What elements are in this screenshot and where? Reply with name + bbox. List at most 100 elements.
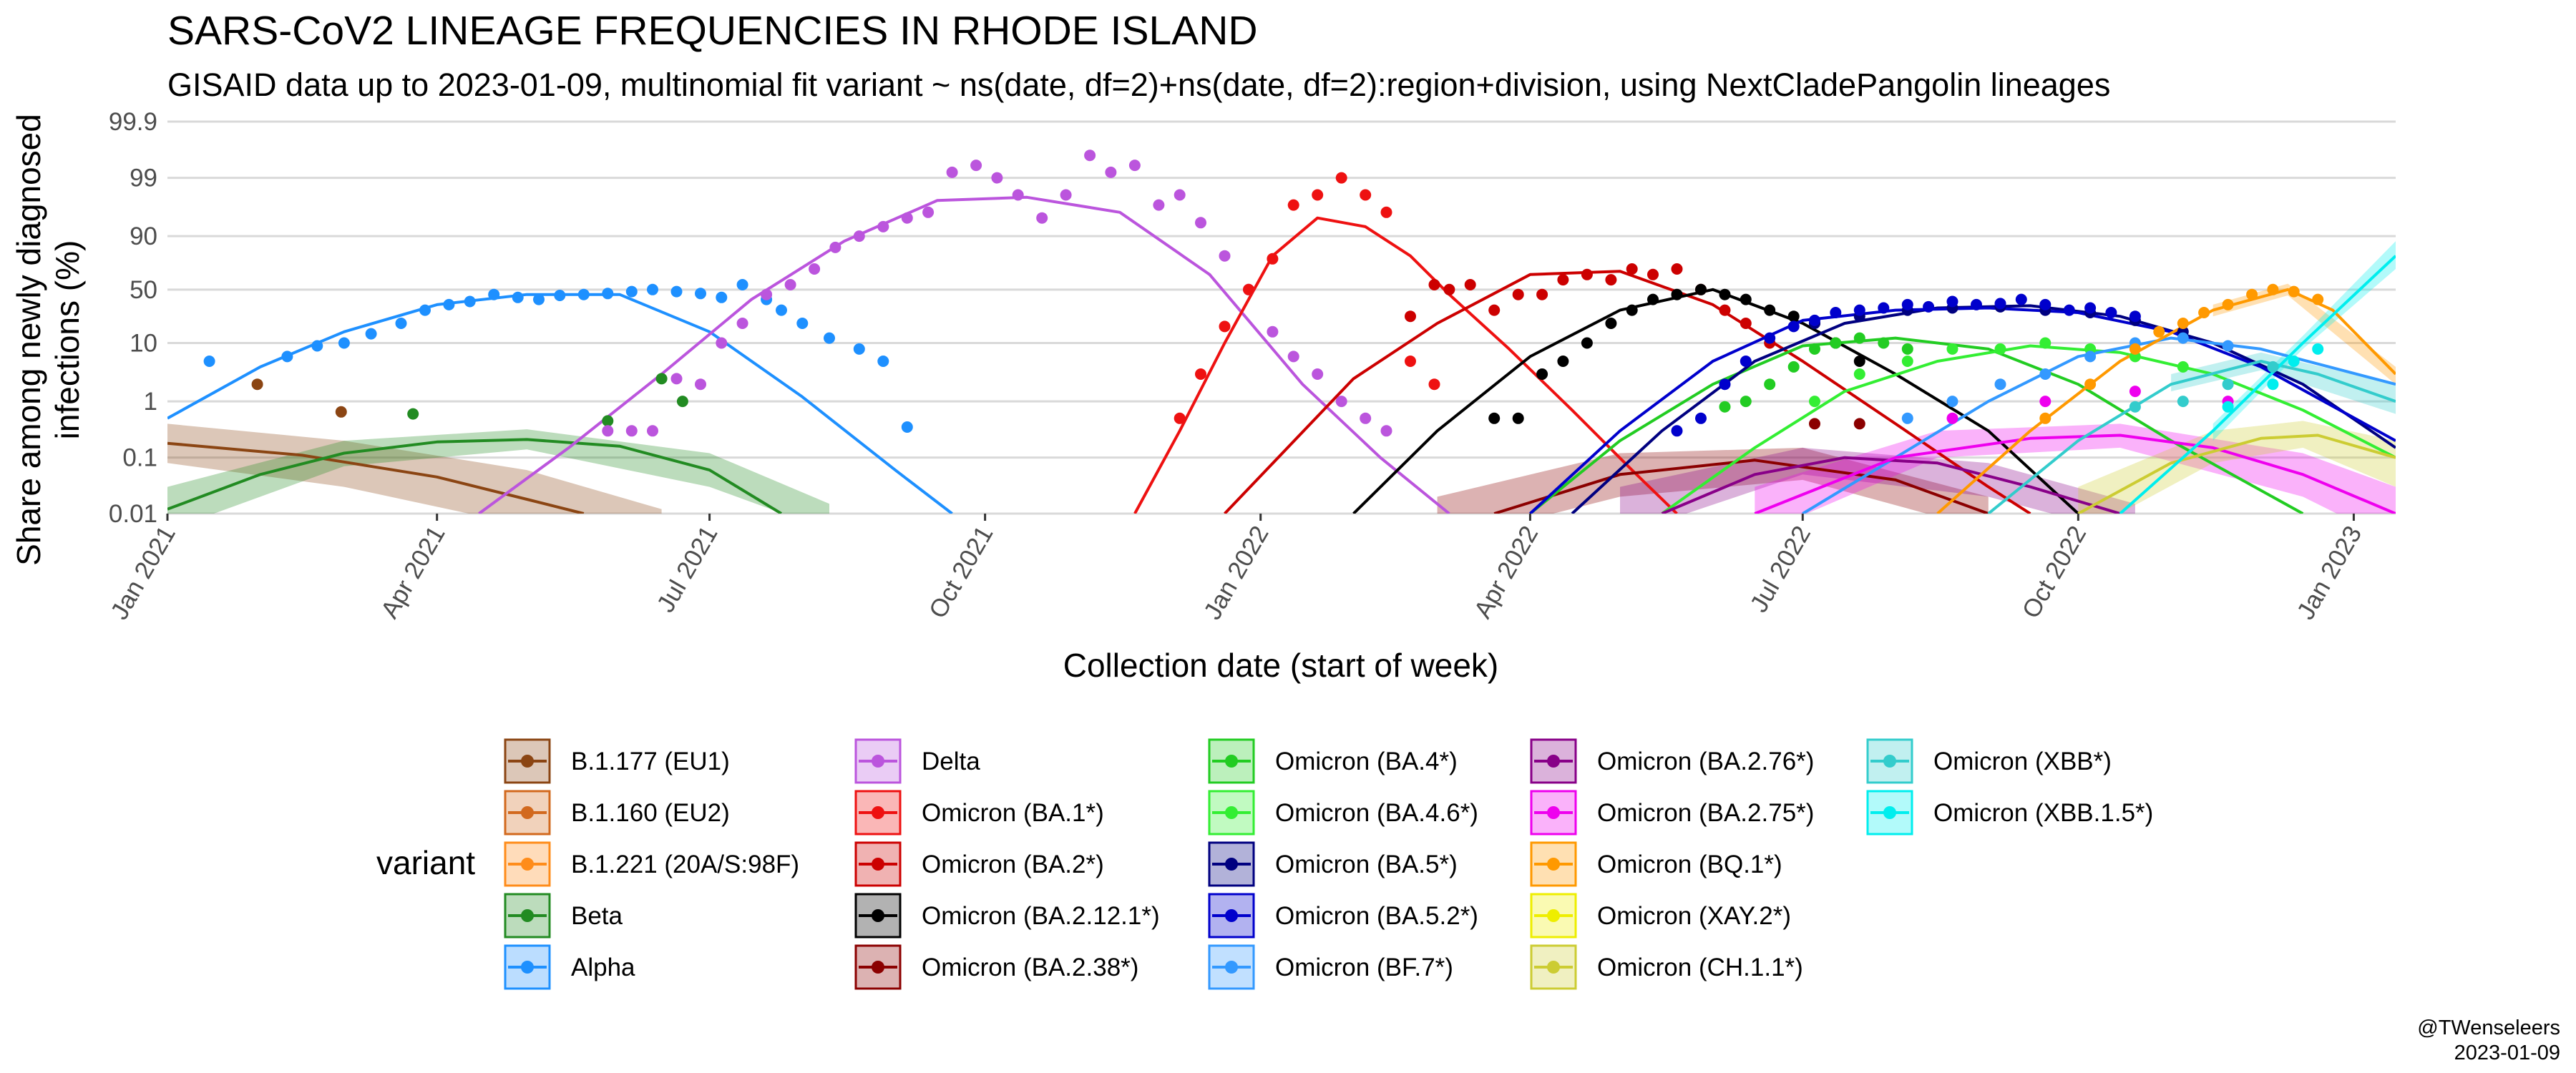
data-point — [1380, 425, 1392, 437]
data-point — [1971, 298, 1982, 310]
data-point — [1878, 337, 1890, 349]
data-point — [1695, 283, 1707, 295]
data-point — [2267, 378, 2279, 391]
legend-item: Beta — [504, 893, 623, 939]
y-axis-title-line2: infections (%) — [49, 240, 86, 440]
fit-line — [1529, 306, 2396, 514]
data-point — [602, 415, 614, 427]
data-point — [1536, 368, 1548, 380]
legend-label: Omicron (BQ.1*) — [1597, 851, 1782, 878]
data-point — [1764, 304, 1776, 316]
data-point — [2039, 396, 2051, 408]
data-point — [1084, 150, 1096, 162]
data-point — [1830, 337, 1842, 349]
y-tick-label: 90 — [130, 222, 157, 250]
legend-dot — [872, 858, 884, 871]
data-point — [1380, 206, 1392, 218]
legend-item: Omicron (BF.7*) — [1208, 944, 1453, 990]
data-point — [1287, 199, 1299, 211]
data-point — [1036, 212, 1048, 224]
legend-title: variant — [376, 844, 475, 881]
data-point — [2267, 361, 2279, 373]
legend-dot — [1225, 806, 1238, 819]
data-point — [2198, 307, 2210, 318]
fit-line — [1133, 216, 1678, 514]
data-point — [1219, 250, 1231, 262]
data-point — [2222, 340, 2234, 352]
data-point — [1719, 288, 1731, 300]
x-tick-label: Jan 2021 — [105, 521, 181, 624]
data-point — [1994, 378, 2006, 391]
legend-item: Omicron (BA.2.12.1*) — [854, 893, 1160, 939]
legend-label: B.1.177 (EU1) — [571, 748, 730, 775]
data-point — [2288, 356, 2300, 367]
legend-label: Omicron (BA.4*) — [1275, 748, 1458, 775]
data-point — [1647, 268, 1659, 280]
legend-label: Omicron (BA.5*) — [1275, 851, 1458, 878]
data-point — [1647, 293, 1659, 305]
chart-subtitle: GISAID data up to 2023-01-09, multinomia… — [167, 67, 2110, 103]
y-axis-ticks: 0.01 0.1 1 10 50 90 99 99.9 — [109, 108, 157, 528]
data-point — [1195, 217, 1206, 229]
legend-label: Delta — [922, 748, 980, 775]
legend-item: Omicron (BA.4.6*) — [1208, 790, 1478, 836]
data-point — [602, 288, 614, 300]
data-point — [784, 279, 796, 290]
data-point — [464, 295, 476, 308]
legend-dot — [521, 909, 534, 922]
data-point — [695, 378, 706, 391]
data-point — [2267, 283, 2279, 295]
legend-dot — [872, 961, 884, 974]
legend-dot — [1883, 755, 1896, 768]
x-tick-label: Oct 2021 — [924, 521, 999, 624]
legend-label: Omicron (CH.1.1*) — [1597, 954, 1803, 981]
data-point — [281, 351, 293, 363]
data-point — [407, 408, 419, 420]
data-point — [2084, 378, 2097, 391]
fit-line — [167, 293, 953, 514]
legend-item: B.1.160 (EU2) — [504, 790, 730, 836]
data-point — [2084, 351, 2097, 363]
data-point — [853, 343, 865, 355]
fit-line — [1529, 336, 2304, 514]
legend-label: Omicron (BA.2*) — [922, 851, 1104, 878]
y-tick-label: 0.1 — [122, 444, 157, 472]
ci-band — [1437, 447, 1989, 514]
data-point — [736, 279, 748, 290]
data-point — [1488, 304, 1501, 316]
ci-band — [2171, 352, 2396, 414]
data-point — [2222, 401, 2234, 413]
data-point — [2288, 285, 2300, 298]
data-point — [1901, 412, 1913, 424]
data-point — [647, 425, 658, 437]
data-point — [1267, 253, 1279, 265]
legend-item: B.1.177 (EU1) — [504, 738, 730, 784]
data-point — [2129, 386, 2141, 398]
data-point — [922, 206, 935, 218]
data-point — [1809, 418, 1820, 430]
legend-dot — [1547, 806, 1560, 819]
legend-item: Omicron (BQ.1*) — [1530, 841, 1782, 887]
data-point — [1557, 274, 1569, 286]
data-point — [1901, 356, 1913, 367]
data-point — [1946, 295, 1958, 308]
data-point — [1787, 361, 1800, 373]
legend-item: Omicron (BA.5.2*) — [1208, 893, 1478, 939]
legend-dot — [1225, 961, 1238, 974]
legend-dot — [1547, 961, 1560, 974]
data-point — [877, 220, 889, 232]
ci-band — [167, 423, 662, 514]
x-tick-label: Jul 2021 — [652, 521, 723, 617]
data-point — [1740, 396, 1752, 408]
legend-label: Omicron (BA.2.76*) — [1597, 748, 1814, 775]
data-point — [1901, 298, 1913, 310]
legend-item: Omicron (XAY.2*) — [1530, 893, 1791, 939]
fit-line — [1754, 433, 2396, 514]
data-point — [1512, 412, 1524, 424]
data-point — [1764, 332, 1776, 344]
data-point — [1443, 283, 1455, 295]
data-point — [1335, 396, 1347, 408]
y-axis-title-line1: Share among newly diagnosed — [10, 114, 47, 566]
data-point — [2153, 325, 2165, 338]
data-point — [1946, 396, 1958, 408]
